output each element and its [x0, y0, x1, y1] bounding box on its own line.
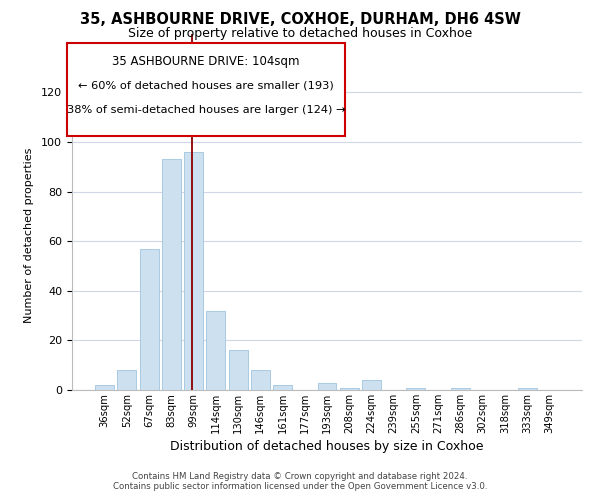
Text: 38% of semi-detached houses are larger (124) →: 38% of semi-detached houses are larger (… [67, 105, 345, 115]
Y-axis label: Number of detached properties: Number of detached properties [24, 148, 34, 322]
Bar [451, 388, 470, 390]
Text: ← 60% of detached houses are smaller (193): ← 60% of detached houses are smaller (19… [78, 80, 334, 90]
Text: Contains public sector information licensed under the Open Government Licence v3: Contains public sector information licen… [113, 482, 487, 491]
Bar [140, 248, 158, 390]
Bar [340, 388, 359, 390]
Bar [118, 370, 136, 390]
Bar [251, 370, 270, 390]
Bar [162, 160, 181, 390]
Text: 35, ASHBOURNE DRIVE, COXHOE, DURHAM, DH6 4SW: 35, ASHBOURNE DRIVE, COXHOE, DURHAM, DH6… [80, 12, 520, 28]
Bar [273, 385, 292, 390]
X-axis label: Distribution of detached houses by size in Coxhoe: Distribution of detached houses by size … [170, 440, 484, 453]
Text: 35 ASHBOURNE DRIVE: 104sqm: 35 ASHBOURNE DRIVE: 104sqm [112, 55, 299, 68]
Bar [406, 388, 425, 390]
Bar [184, 152, 203, 390]
Bar [317, 382, 337, 390]
Bar [229, 350, 248, 390]
Text: Size of property relative to detached houses in Coxhoe: Size of property relative to detached ho… [128, 28, 472, 40]
Bar [95, 385, 114, 390]
Bar [206, 310, 225, 390]
Bar [518, 388, 536, 390]
Text: Contains HM Land Registry data © Crown copyright and database right 2024.: Contains HM Land Registry data © Crown c… [132, 472, 468, 481]
Bar [362, 380, 381, 390]
FancyBboxPatch shape [67, 43, 345, 136]
